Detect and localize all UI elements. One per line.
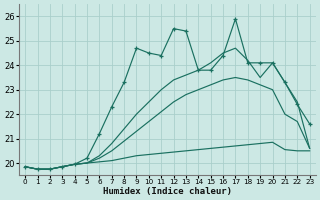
X-axis label: Humidex (Indice chaleur): Humidex (Indice chaleur) <box>103 187 232 196</box>
